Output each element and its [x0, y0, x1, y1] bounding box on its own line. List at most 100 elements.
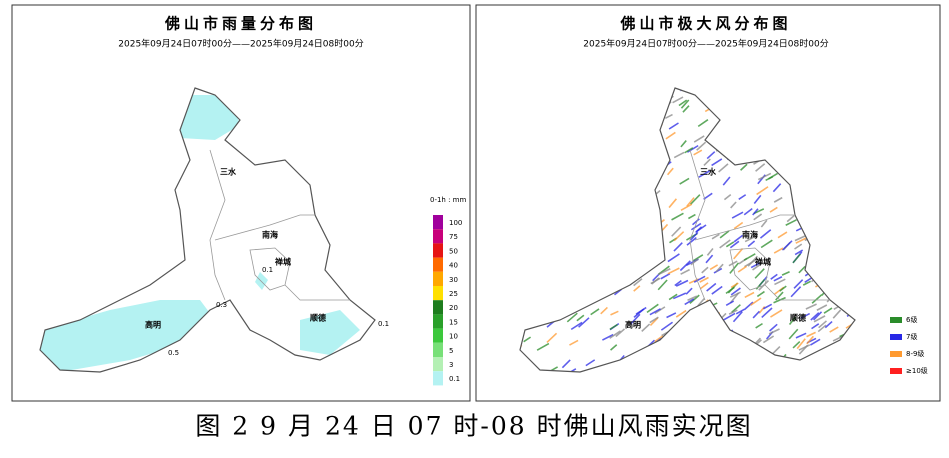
wind-barb [809, 338, 821, 346]
wind-barb [548, 210, 559, 218]
wind-barb [750, 297, 762, 306]
legend-swatch [433, 243, 443, 258]
wind-barb [568, 157, 578, 169]
wind-barb [838, 242, 847, 250]
wind-barb [533, 108, 542, 118]
wind-barb [752, 261, 765, 271]
subtitle: 2025年09月24日07时00分——2025年09月24日08时00分 [583, 38, 828, 50]
wind-barb [733, 248, 744, 260]
wind-barb [626, 124, 636, 133]
wind-barb [821, 189, 833, 197]
wind-barb [612, 198, 625, 209]
wind-barb [620, 196, 631, 208]
legend-label: 5 [449, 347, 453, 355]
wind-barb [610, 222, 620, 230]
wind-barb [687, 295, 698, 301]
wind-barb [547, 199, 560, 207]
wind-barb [751, 145, 761, 151]
wind-barb [813, 116, 823, 123]
wind-barb [797, 88, 808, 97]
wind-barb [690, 231, 699, 241]
rain-label: 0.5 [168, 349, 179, 357]
wind-barb [535, 140, 549, 149]
wind-barb [797, 195, 809, 205]
wind-barb [582, 256, 591, 263]
legend-label: 30 [449, 276, 458, 284]
wind-barb [524, 212, 533, 220]
wind-barb [587, 96, 596, 103]
wind-barb [615, 328, 626, 338]
legend-label: 0.1 [449, 375, 460, 383]
wind-barb [547, 366, 559, 372]
wind-barb [566, 312, 578, 323]
wind-barb [614, 122, 626, 129]
wind-barb [806, 335, 814, 345]
wind-barb [607, 193, 616, 199]
wind-barb [680, 99, 690, 109]
wind-barb [761, 128, 775, 137]
wind-barb [846, 135, 854, 142]
wind-barb [706, 282, 717, 292]
wind-barb [824, 97, 835, 106]
wind-barb [818, 320, 827, 329]
wind-barb [684, 298, 695, 306]
legend-swatch [433, 271, 443, 286]
wind-barb [520, 252, 525, 263]
wind-barb [848, 240, 855, 248]
wind-barb [795, 237, 807, 244]
wind-barb [522, 244, 534, 252]
wind-barb [684, 147, 694, 154]
wind-barb [664, 113, 673, 120]
wind-barb [829, 134, 840, 146]
wind-barb [793, 279, 804, 289]
wind-barb [849, 117, 855, 126]
wind-barb [524, 320, 532, 329]
wind-barb [563, 193, 577, 202]
wind-barb [649, 168, 661, 179]
wind-barb [796, 201, 804, 209]
wind-barb [529, 126, 541, 135]
wind-barb [686, 237, 697, 246]
wind-barb [860, 365, 867, 373]
wind-barb [706, 151, 716, 160]
wind-barb [561, 359, 571, 369]
legend-label: 75 [449, 233, 458, 241]
wind-barb [568, 296, 581, 306]
wind-barb [584, 270, 593, 280]
wind-barb [527, 163, 538, 172]
wind-barb [693, 149, 703, 156]
wind-barb [791, 105, 804, 115]
wind-barb [791, 134, 802, 141]
wind-barb [643, 236, 655, 243]
wind-barb [618, 210, 629, 221]
wind-barb [706, 247, 714, 256]
wind-barb [838, 90, 847, 98]
wind-barb [733, 221, 744, 230]
wind-barb [614, 366, 622, 372]
wind-barb [760, 219, 768, 228]
wind-barb [750, 262, 760, 269]
wind-barb [722, 176, 731, 186]
wind-barb [773, 296, 786, 304]
wind-barb [813, 315, 826, 323]
wind-barb [595, 268, 604, 276]
wind-barb [807, 215, 817, 223]
wind-barb [845, 134, 855, 143]
wind-barb [649, 77, 657, 84]
wind-barb [664, 339, 676, 349]
wind-barb [709, 264, 719, 271]
wind-barb [654, 306, 666, 315]
wind-barb [550, 229, 559, 236]
wind-barb [554, 198, 561, 207]
wind-barb [636, 106, 644, 115]
wind-barb [845, 333, 855, 341]
wind-barb [829, 113, 837, 121]
wind-barb [650, 132, 658, 140]
wind-barb [758, 305, 766, 314]
wind-barb [629, 230, 638, 238]
wind-barb [839, 281, 852, 290]
wind-barb [630, 313, 641, 325]
wind-barb [639, 265, 647, 274]
wind-barb [678, 99, 688, 107]
wind-barb [689, 194, 701, 205]
